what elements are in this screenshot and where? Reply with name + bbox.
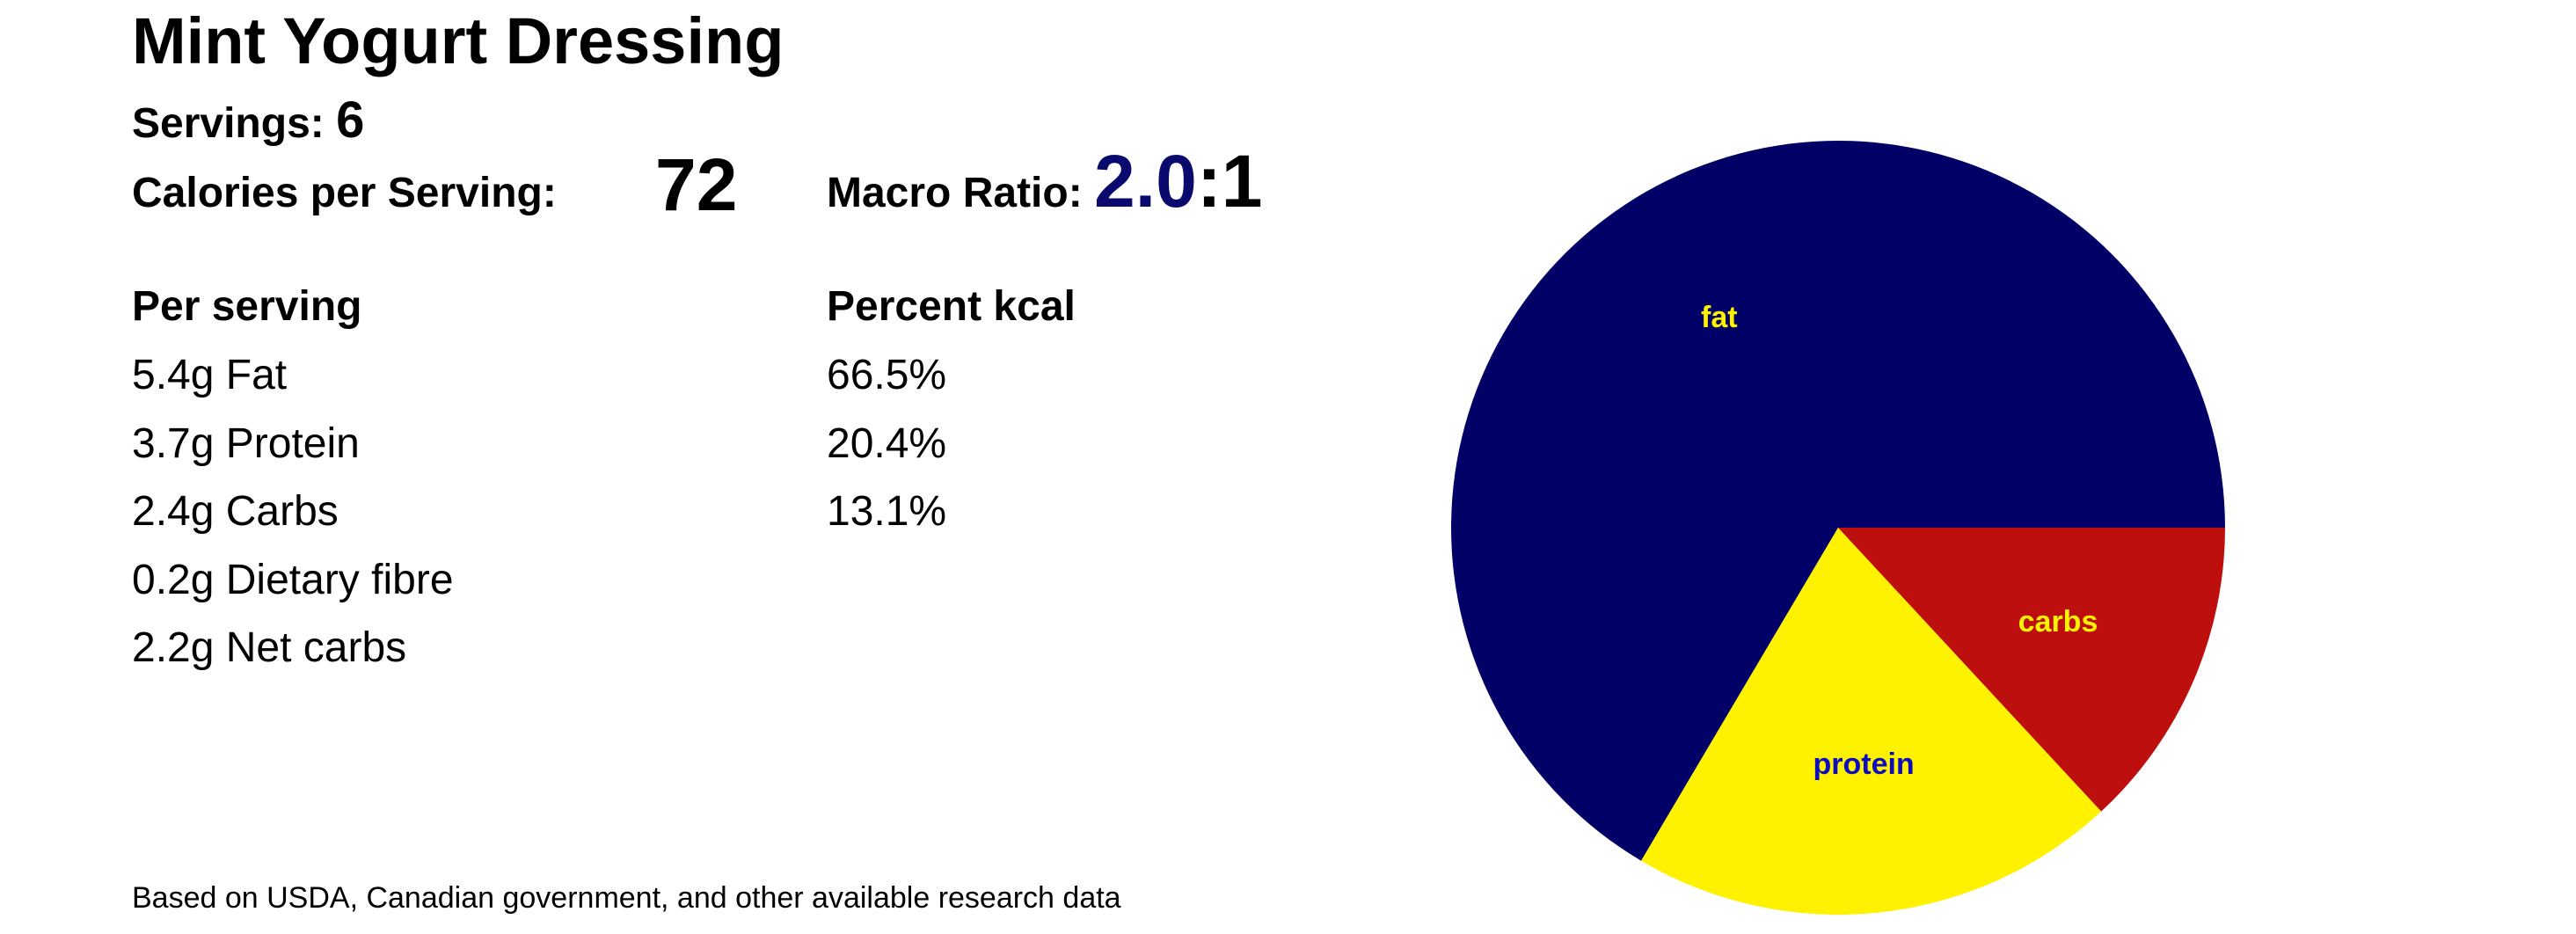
macro-ratio-value: 2.0 xyxy=(1094,140,1197,223)
pie-slice-protein xyxy=(1641,528,2102,916)
percent-kcal-carbs: 13.1% xyxy=(827,488,947,535)
per-serving-item-protein: 3.7g Protein xyxy=(132,420,360,467)
macro-ratio-label: Macro Ratio: xyxy=(827,170,1083,216)
calories-label: Calories per Serving: xyxy=(132,170,557,216)
servings-value: 6 xyxy=(336,91,365,149)
source-footnote: Based on USDA, Canadian government, and … xyxy=(132,881,1121,915)
pie-slice-carbs xyxy=(1838,528,2225,812)
pie-label-carbs: carbs xyxy=(2018,605,2098,638)
servings: Servings: 6 xyxy=(132,95,364,146)
per-serving-item-fibre: 0.2g Dietary fibre xyxy=(132,557,454,603)
percent-kcal-heading: Percent kcal xyxy=(827,283,1076,330)
calories-value: 72 xyxy=(655,143,738,226)
per-serving-item-fat: 5.4g Fat xyxy=(132,352,288,398)
macro-pie-chart: fat protein carbs xyxy=(1451,141,2225,916)
percent-kcal-protein: 20.4% xyxy=(827,420,947,467)
per-serving-item-carbs: 2.4g Carbs xyxy=(132,488,339,535)
recipe-title: Mint Yogurt Dressing xyxy=(132,4,784,77)
macro-ratio: Macro Ratio: 2.0:1 xyxy=(827,144,1263,218)
percent-kcal-fat: 66.5% xyxy=(827,352,947,398)
servings-label: Servings: xyxy=(132,100,325,147)
pie-slice-fat xyxy=(1451,141,2225,861)
macro-ratio-suffix: :1 xyxy=(1196,140,1263,223)
pie-label-protein: protein xyxy=(1813,748,1914,781)
pie-label-fat: fat xyxy=(1701,301,1738,334)
per-serving-item-net-carbs: 2.2g Net carbs xyxy=(132,624,407,671)
per-serving-heading: Per serving xyxy=(132,283,362,330)
